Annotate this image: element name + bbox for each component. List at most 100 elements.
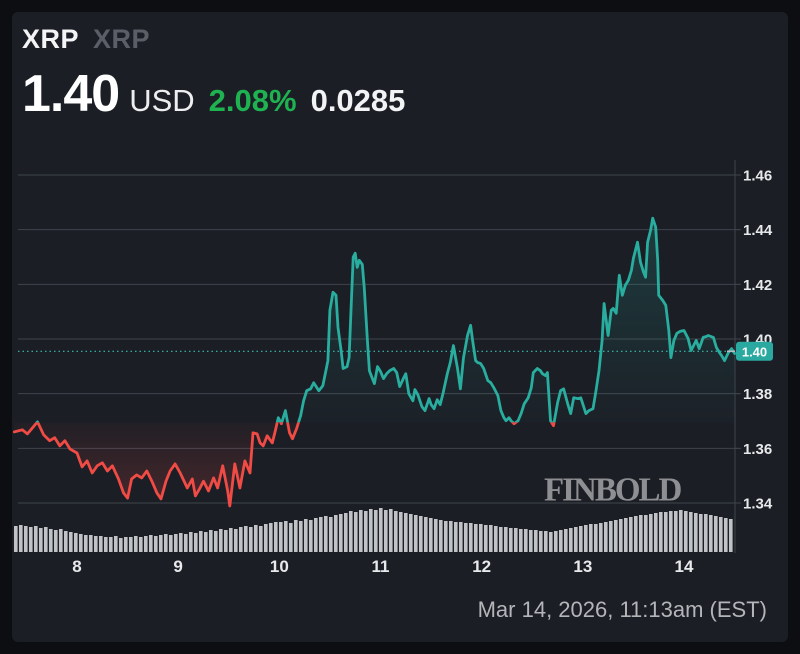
volume-bar <box>694 513 698 552</box>
volume-bar <box>279 522 283 552</box>
volume-bar <box>599 523 603 552</box>
volume-bar <box>459 522 463 552</box>
volume-bar <box>489 525 493 552</box>
volume-bar <box>719 517 723 552</box>
volume-bar <box>384 510 388 552</box>
volume-bar <box>394 511 398 552</box>
volume-bar <box>59 529 63 552</box>
volume-bar <box>654 513 658 552</box>
volume-bar <box>724 518 728 552</box>
volume-bar <box>134 536 138 552</box>
volume-bar <box>629 517 633 552</box>
volume-bar <box>594 524 598 552</box>
volume-bar <box>424 517 428 552</box>
symbol-header: XRP XRP <box>22 24 150 55</box>
volume-bar <box>174 534 178 552</box>
price-line-up <box>35 216 736 423</box>
volume-bar <box>54 530 58 552</box>
volume-bar <box>644 515 648 552</box>
volume-bar <box>589 524 593 552</box>
volume-bar <box>444 521 448 552</box>
volume-bar <box>659 512 663 552</box>
volume-bar <box>514 528 518 552</box>
volume-bar <box>544 531 548 552</box>
volume-bar <box>109 537 113 552</box>
volume-bar <box>484 525 488 552</box>
price-line-down <box>12 422 556 508</box>
volume-bar <box>269 523 273 552</box>
volume-bar <box>464 523 468 552</box>
volume-bar <box>669 511 673 552</box>
volume-bar <box>479 524 483 552</box>
volume-bar <box>309 520 313 552</box>
volume-bar <box>299 521 303 552</box>
volume-bar <box>164 534 168 552</box>
volume-bar <box>274 522 278 552</box>
volume-bar <box>369 509 373 552</box>
volume-bar <box>29 527 33 552</box>
volume-bar <box>294 520 298 552</box>
volume-bar <box>649 514 653 552</box>
volume-bar <box>89 535 93 552</box>
x-axis-label: 8 <box>72 557 81 576</box>
volume-bar <box>159 535 163 552</box>
volume-bar <box>219 529 223 552</box>
x-axis-label: 11 <box>372 557 390 576</box>
volume-bar <box>729 519 733 552</box>
volume-bar <box>209 530 213 552</box>
change-percent: 2.08% <box>208 83 297 118</box>
volume-bar <box>289 523 293 552</box>
volume-bar <box>229 528 233 552</box>
volume-bar <box>64 531 68 552</box>
volume-bar <box>434 519 438 552</box>
volume-bar <box>499 527 503 552</box>
volume-bar <box>554 531 558 552</box>
volume-bar <box>714 516 718 552</box>
volume-bar <box>639 515 643 552</box>
volume-bar <box>469 523 473 552</box>
volume-bar <box>259 526 263 552</box>
volume-bar <box>199 531 203 552</box>
volume-bar <box>359 510 363 552</box>
volume-bar <box>379 508 383 552</box>
currency-label: USD <box>129 83 195 118</box>
volume-bar <box>69 532 73 552</box>
volume-bar <box>604 522 608 552</box>
volume-bar <box>564 529 568 552</box>
volume-bar <box>449 521 453 552</box>
volume-bar <box>114 536 118 552</box>
current-price-badge <box>736 341 773 361</box>
x-axis-label: 9 <box>173 557 182 576</box>
volume-bar <box>249 527 253 552</box>
volume-bar <box>99 536 103 552</box>
volume-bar <box>674 511 678 552</box>
finbold-watermark: FINBOLD <box>544 471 682 509</box>
x-axis-label: 12 <box>472 557 491 576</box>
volume-bar <box>354 512 358 552</box>
volume-bar <box>49 529 53 552</box>
volume-bar <box>619 519 623 552</box>
volume-bar <box>264 524 268 552</box>
volume-bar <box>34 526 38 552</box>
volume-bar <box>179 533 183 552</box>
volume-bar <box>509 528 513 552</box>
volume-bar <box>224 530 228 552</box>
volume-bar <box>74 533 78 552</box>
volume-bar <box>539 531 543 552</box>
volume-bar <box>709 515 713 552</box>
volume-bar <box>409 514 413 552</box>
current-price: 1.40 <box>22 65 120 123</box>
volume-bar <box>189 532 193 552</box>
volume-bar <box>349 511 353 552</box>
volume-bar <box>324 516 328 552</box>
volume-bar <box>419 516 423 552</box>
y-axis-label: 1.42 <box>743 277 772 294</box>
x-axis-label: 10 <box>270 557 289 576</box>
volume-bar <box>149 535 153 552</box>
volume-bar <box>404 513 408 552</box>
volume-bar <box>104 537 108 552</box>
symbol-secondary: XRP <box>93 24 151 54</box>
volume-bar <box>689 512 693 552</box>
